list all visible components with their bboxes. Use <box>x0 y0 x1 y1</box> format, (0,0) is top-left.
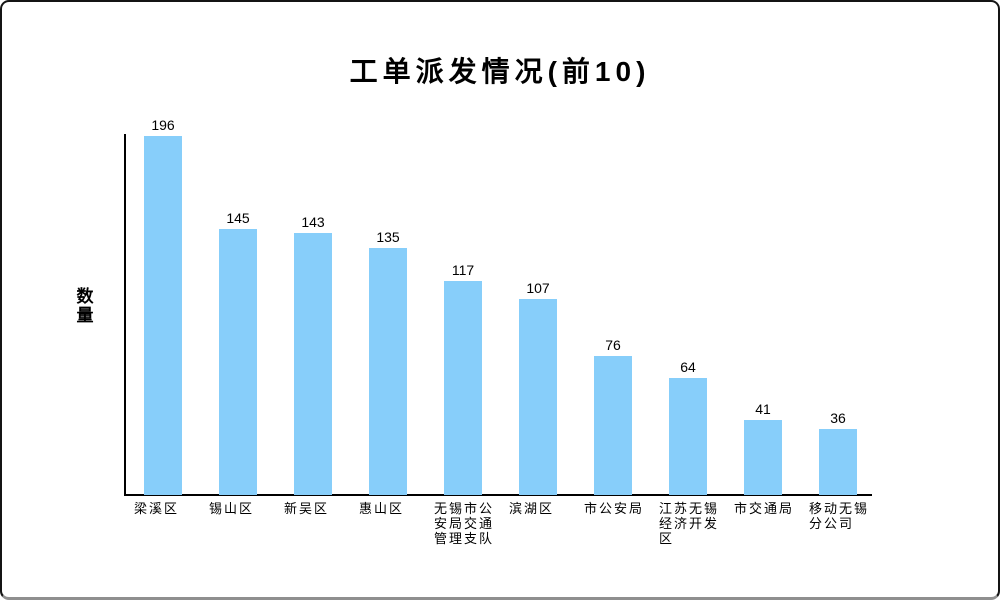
bar <box>594 356 632 495</box>
x-tick-label: 锡山区 <box>209 501 255 516</box>
bar-value-label: 64 <box>680 359 696 375</box>
chart-title: 工单派发情况(前10) <box>349 56 651 87</box>
x-tick-label: 移动无锡分公司 <box>809 501 870 531</box>
bar-value-label: 76 <box>605 337 621 353</box>
bar <box>669 378 707 495</box>
y-axis-label: 数量 <box>76 287 94 325</box>
x-tick-label: 无锡市公安局交通管理支队 <box>434 501 495 546</box>
bar <box>144 136 182 495</box>
bar <box>444 281 482 495</box>
x-tick-label: 新吴区 <box>284 501 330 516</box>
bar-value-label: 135 <box>376 229 400 245</box>
x-tick-label: 惠山区 <box>359 501 405 516</box>
bar <box>369 248 407 495</box>
y-axis-line <box>124 134 126 495</box>
bar <box>219 229 257 495</box>
bar-value-label: 117 <box>451 262 475 278</box>
bar-value-label: 145 <box>226 210 250 226</box>
bar <box>519 299 557 495</box>
bar <box>744 420 782 495</box>
bar-value-label: 196 <box>151 117 175 133</box>
x-axis-line <box>124 494 872 496</box>
x-tick-label: 市交通局 <box>734 501 795 516</box>
x-tick-label: 江苏无锡经济开发区 <box>659 501 720 546</box>
x-tick-label: 滨湖区 <box>509 501 555 516</box>
bar-value-label: 107 <box>526 280 550 296</box>
bar-value-label: 41 <box>755 401 771 417</box>
bar-value-label: 143 <box>301 214 325 230</box>
bar <box>294 233 332 495</box>
x-tick-label: 市公安局 <box>584 501 645 516</box>
bar <box>819 429 857 495</box>
x-tick-label: 梁溪区 <box>134 501 180 516</box>
bar-value-label: 36 <box>830 410 846 426</box>
